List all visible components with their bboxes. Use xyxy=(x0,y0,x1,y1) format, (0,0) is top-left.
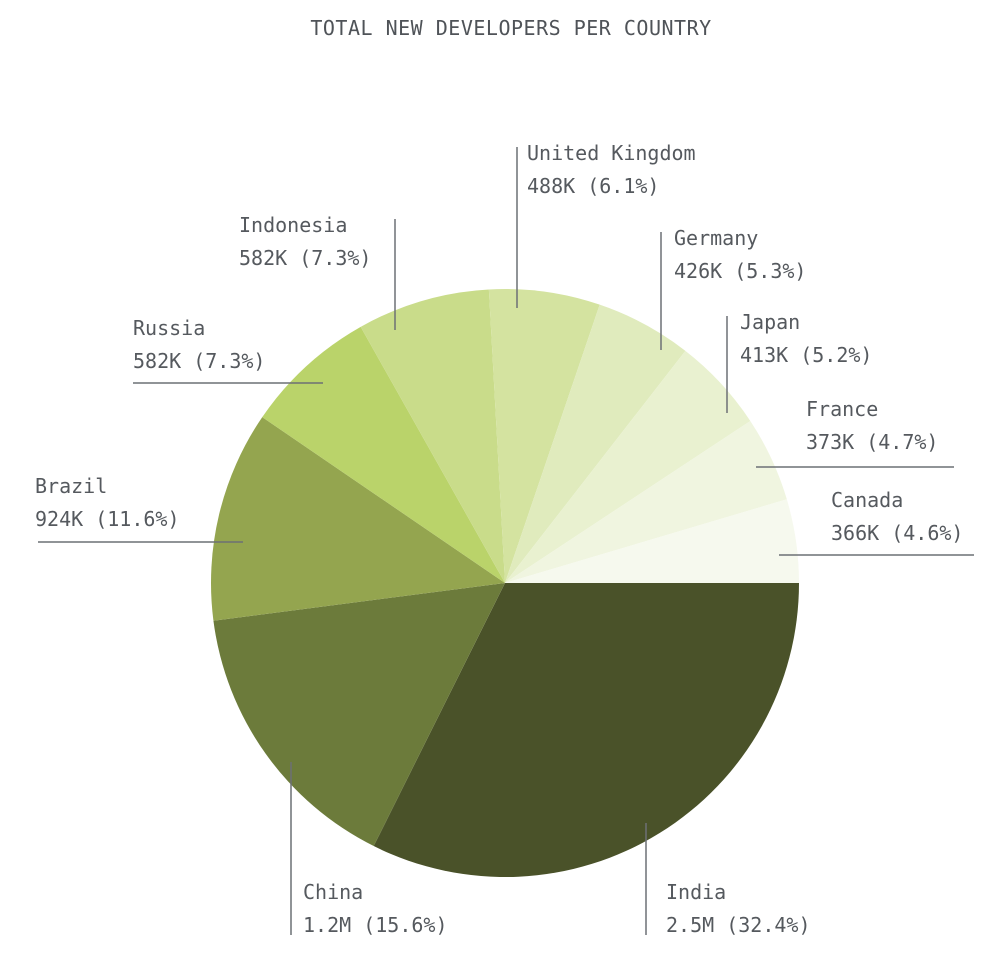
slice-label-name-france: France xyxy=(806,397,878,421)
slice-label-value-japan: 413K (5.2%) xyxy=(740,343,872,367)
pie-slice-brazil xyxy=(210,417,505,621)
slice-label-value-china: 1.2M (15.6%) xyxy=(303,913,448,937)
slice-label-value-united-kingdom: 488K (6.1%) xyxy=(527,174,659,198)
slice-label-name-russia: Russia xyxy=(133,316,205,340)
pie-slice-united-kingdom xyxy=(488,289,600,583)
pie-slice-india xyxy=(373,583,799,878)
slice-label-value-brazil: 924K (11.6%) xyxy=(35,507,180,531)
pie-slice-canada xyxy=(505,499,799,583)
pie-slice-indonesia xyxy=(360,289,505,583)
slice-label-name-canada: Canada xyxy=(831,488,903,512)
chart-title: TOTAL NEW DEVELOPERS PER COUNTRY xyxy=(310,16,712,40)
slice-label-name-germany: Germany xyxy=(674,226,758,250)
pie-slice-germany xyxy=(505,304,686,583)
slice-label-value-germany: 426K (5.3%) xyxy=(674,259,806,283)
slice-label-value-indonesia: 582K (7.3%) xyxy=(239,246,371,270)
slice-label-name-indonesia: Indonesia xyxy=(239,213,347,237)
slice-label-value-france: 373K (4.7%) xyxy=(806,430,938,454)
slice-label-name-brazil: Brazil xyxy=(35,474,107,498)
slice-label-value-india: 2.5M (32.4%) xyxy=(666,913,811,937)
slice-label-name-china: China xyxy=(303,880,363,904)
pie-slice-japan xyxy=(505,350,751,583)
slice-label-name-united-kingdom: United Kingdom xyxy=(527,141,696,165)
pie-slice-china xyxy=(213,583,506,847)
slice-label-value-canada: 366K (4.6%) xyxy=(831,521,963,545)
pie-slice-france xyxy=(505,420,787,583)
slice-label-name-india: India xyxy=(666,880,726,904)
pie-slice-russia xyxy=(262,326,505,583)
slice-label-name-japan: Japan xyxy=(740,310,800,334)
slice-label-value-russia: 582K (7.3%) xyxy=(133,349,265,373)
